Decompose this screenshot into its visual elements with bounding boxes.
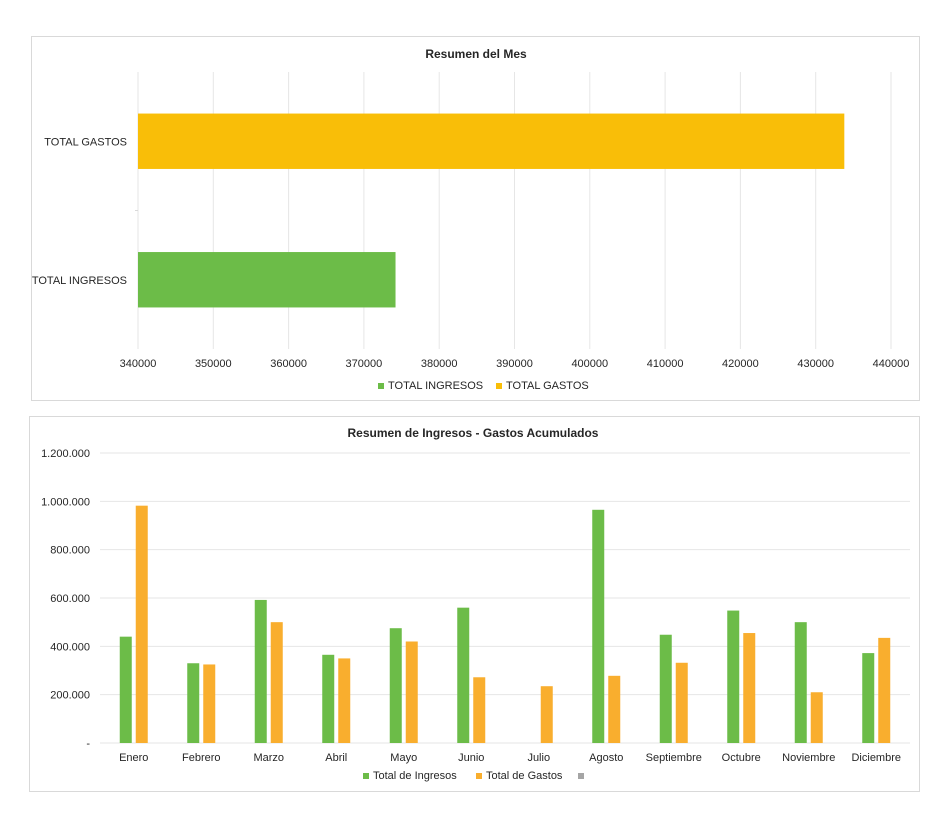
category-label: Junio [458,752,484,764]
bar-enero-gastos [135,505,148,743]
bar-mayo-ingresos [389,628,402,743]
bar-total-ingresos [138,252,396,308]
category-label: Noviembre [782,752,835,764]
bar-diciembre-gastos [878,637,891,743]
x-tick-label: 370000 [346,358,383,370]
chart-title: Resumen de Ingresos - Gastos Acumulados [348,426,599,440]
bar-octubre-gastos [743,633,756,743]
category-label: Enero [119,752,148,764]
legend-label: TOTAL INGRESOS [388,380,483,392]
x-tick-label: 420000 [722,358,759,370]
bar-diciembre-ingresos [862,653,875,743]
bar-mayo-gastos [405,641,418,743]
bar-abril-ingresos [322,654,335,743]
bar-abril-gastos [338,658,351,743]
bar-noviembre-gastos [810,692,823,743]
legend-swatch [476,773,482,779]
y-tick-label: 400.000 [50,641,90,653]
bar-julio-gastos [540,686,553,743]
legend-label: TOTAL GASTOS [506,380,589,392]
y-tick-label: 1.200.000 [41,448,90,460]
category-label: Marzo [253,752,284,764]
bar-junio-ingresos [457,607,470,743]
x-tick-label: 410000 [647,358,684,370]
category-label: Septiembre [646,752,702,764]
bar-junio-gastos [473,677,486,743]
legend-swatch [378,383,384,389]
bar-enero-ingresos [119,636,132,743]
bar-marzo-ingresos [254,599,267,743]
category-label: Febrero [182,752,221,764]
bar-septiembre-ingresos [659,634,672,743]
x-tick-label: 380000 [421,358,458,370]
bar-agosto-ingresos [592,509,605,743]
x-tick-label: 390000 [496,358,533,370]
category-label: Octubre [722,752,761,764]
category-label: Agosto [589,752,623,764]
x-tick-label: 430000 [797,358,834,370]
x-tick-label: 340000 [120,358,157,370]
category-label: Mayo [390,752,417,764]
legend-swatch [363,773,369,779]
category-label: Abril [325,752,347,764]
y-tick-label: 800.000 [50,545,90,557]
bar-marzo-gastos [270,622,283,743]
bar-febrero-gastos [203,664,216,743]
bar-total-gastos [138,113,845,169]
chart-ingresos-gastos-svg: Resumen de Ingresos - Gastos Acumulados … [41,426,910,782]
bar-septiembre-gastos [675,662,688,743]
bar-octubre-ingresos [727,610,740,743]
y-tick-label: 1.000.000 [41,496,90,508]
legend-label: Total de Gastos [486,770,563,782]
y-tick-label: 600.000 [50,593,90,605]
category-label: TOTAL GASTOS [44,136,127,148]
category-label: Diciembre [851,752,901,764]
category-label: Julio [527,752,550,764]
x-tick-label: 350000 [195,358,232,370]
chart-resumen-mes-svg: Resumen del Mes TOTAL INGRESOS TOTAL GAST… [32,47,910,392]
category-label: TOTAL INGRESOS [32,275,127,287]
chart-ingresos-gastos: Resumen de Ingresos - Gastos Acumulados … [29,416,920,792]
bar-febrero-ingresos [187,663,200,743]
chart-title: Resumen del Mes [425,47,527,61]
x-tick-label: 360000 [270,358,307,370]
y-tick-label: - [86,738,90,750]
y-tick-label: 200.000 [50,690,90,702]
legend-swatch [578,773,584,779]
x-tick-label: 440000 [873,358,910,370]
chart-resumen-mes: Resumen del Mes TOTAL INGRESOS TOTAL GAST… [31,36,920,401]
legend-label: Total de Ingresos [373,770,457,782]
bar-noviembre-ingresos [794,622,807,743]
bar-agosto-gastos [608,675,621,743]
x-tick-label: 400000 [571,358,608,370]
legend-swatch [496,383,502,389]
